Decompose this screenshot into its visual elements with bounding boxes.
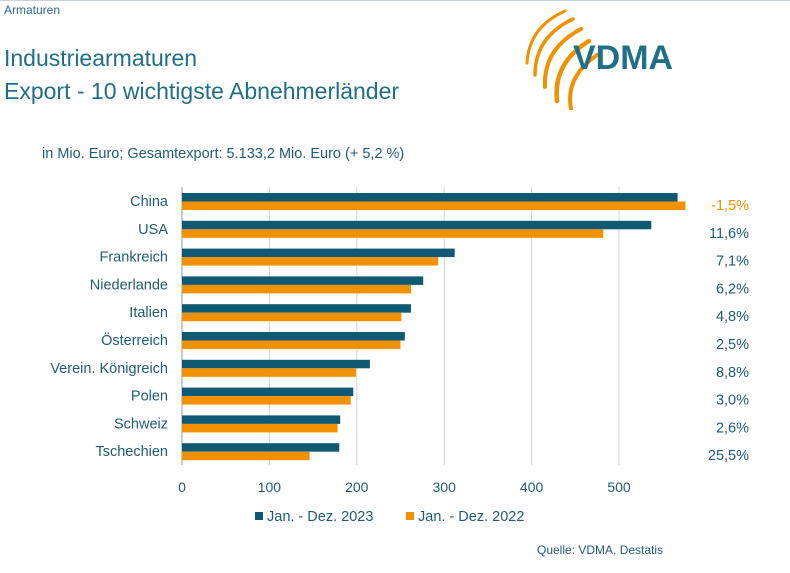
category-label: USA <box>138 222 168 238</box>
category-label: Verein. Königreich <box>50 361 168 377</box>
title-line-1: Industriearmaturen <box>4 45 198 71</box>
section-label: Armaturen <box>4 3 61 17</box>
change-label: 11,6% <box>709 226 749 242</box>
change-label: -1,5% <box>711 198 749 214</box>
legend-label-2023: Jan. - Dez. 2023 <box>267 509 373 525</box>
legend-label-2022: Jan. - Dez. 2022 <box>418 509 524 525</box>
change-label: 2,6% <box>716 420 749 436</box>
bar-2022-9 <box>182 451 310 461</box>
x-tick-label: 100 <box>258 479 282 495</box>
bar-2022-5 <box>182 340 401 349</box>
change-label: 4,8% <box>716 309 749 325</box>
bar-2023-5 <box>182 332 405 341</box>
chart-subtitle: in Mio. Euro; Gesamtexport: 5.133,2 Mio.… <box>42 146 405 162</box>
bar-2023-6 <box>182 359 370 369</box>
x-tick-label: 0 <box>178 479 186 495</box>
x-tick-label: 500 <box>607 479 631 495</box>
change-label: 3,0% <box>716 393 749 409</box>
category-label: China <box>130 194 169 210</box>
category-label: Polen <box>131 389 168 405</box>
logo-arcs-icon <box>525 9 599 110</box>
legend-swatch-2022 <box>406 512 414 520</box>
bar-2022-4 <box>182 312 402 322</box>
change-label: 7,1% <box>716 254 749 270</box>
bar-2023-3 <box>182 276 424 285</box>
category-label: Italien <box>129 305 168 321</box>
x-tick-label: 300 <box>433 479 457 495</box>
bar-2023-4 <box>182 304 411 313</box>
bar-2022-2 <box>182 257 439 266</box>
vdma-logo: VDMA <box>525 9 673 110</box>
bar-2023-9 <box>182 443 340 452</box>
bar-2023-1 <box>182 220 652 230</box>
category-label: Frankreich <box>100 250 169 266</box>
bar-2022-1 <box>182 229 604 238</box>
category-label: Tschechien <box>95 444 168 460</box>
x-tick-label: 400 <box>520 479 544 495</box>
bar-2022-8 <box>182 423 338 433</box>
category-label: Schweiz <box>114 416 168 432</box>
bar-2023-8 <box>182 415 341 424</box>
change-label: 2,5% <box>716 337 749 353</box>
title-line-2: Export - 10 wichtigste Abnehmerländer <box>4 78 400 104</box>
bar-2022-0 <box>182 201 686 210</box>
bar-2022-7 <box>182 396 351 405</box>
x-tick-label: 200 <box>345 479 369 495</box>
bar-2023-7 <box>182 387 354 397</box>
bar-2022-6 <box>182 368 356 377</box>
bar-2022-3 <box>182 284 411 294</box>
logo-text: VDMA <box>573 39 673 77</box>
bar-2023-0 <box>182 193 678 202</box>
change-label: 25,5% <box>708 448 749 464</box>
category-label: Österreich <box>101 331 168 349</box>
page-title: Industriearmaturen Export - 10 wichtigst… <box>4 42 399 108</box>
top-rule <box>0 0 790 1</box>
change-label: 8,8% <box>716 365 749 381</box>
source-note: Quelle: VDMA, Destatis <box>537 543 664 557</box>
change-label: 6,2% <box>716 281 749 297</box>
legend-swatch-2023 <box>255 512 263 520</box>
category-label: Niederlande <box>90 277 168 293</box>
bar-2023-2 <box>182 248 455 258</box>
